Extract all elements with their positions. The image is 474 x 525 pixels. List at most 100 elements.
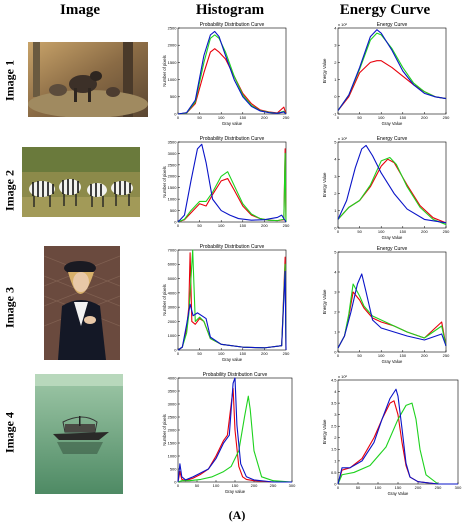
x-axis-label: Gray Value — [382, 235, 403, 240]
x-tick-label: 50 — [197, 351, 202, 356]
series-line-green — [337, 402, 458, 485]
x-tick-label: 150 — [399, 229, 406, 234]
y-tick-label: 1 — [334, 458, 337, 463]
y-tick-label: 2500 — [168, 162, 178, 167]
header-energy-curve: Energy Curve — [339, 2, 431, 18]
y-tick-label: 0 — [334, 349, 337, 354]
x-tick-label: 100 — [218, 351, 225, 356]
plot-frame — [337, 27, 447, 115]
x-tick-label: 100 — [213, 483, 220, 488]
histogram-panel-4: 0 50 100 150 200 250 3000500100015002000250030… — [162, 372, 296, 494]
y-tick-label: 3000 — [168, 305, 178, 310]
plot-frame — [337, 251, 447, 353]
x-tick-label: 200 — [421, 353, 428, 358]
x-tick-label: 200 — [261, 351, 268, 356]
x-tick-label: 100 — [218, 223, 225, 228]
chart-title: Energy Curve — [377, 246, 408, 252]
x-tick-label: 150 — [239, 223, 246, 228]
y-tick-label: 6000 — [168, 262, 178, 267]
series-line-blue — [177, 30, 287, 115]
x-tick-label: 250 — [270, 483, 277, 488]
y-tick-label: 2000 — [168, 43, 178, 48]
y-tick-label: 3 — [334, 289, 337, 294]
x-tick-label: 250 — [283, 351, 290, 356]
photo-boat — [35, 374, 123, 494]
series-line-blue — [177, 270, 287, 351]
x-tick-label: 150 — [232, 483, 239, 488]
y-tick-label: 500 — [170, 466, 177, 471]
y-axis-label: Number of pixels — [162, 284, 167, 315]
y-tick-label: -1 — [333, 111, 337, 116]
y-tick-label: 0 — [334, 225, 337, 230]
series-line-blue — [337, 29, 447, 111]
x-tick-label: 150 — [399, 115, 406, 120]
series-line-green — [177, 152, 287, 223]
series-line-blue — [177, 377, 292, 483]
y-tick-label: 3 — [334, 174, 337, 179]
x-tick-label: 200 — [261, 115, 268, 120]
x-tick-label: 0 — [337, 229, 340, 234]
y-tick-label: 1500 — [168, 60, 178, 65]
x-tick-label: 150 — [239, 351, 246, 356]
y-tick-label: 0.5 — [331, 470, 337, 475]
series-line-green — [337, 283, 447, 349]
x-tick-label: 250 — [283, 115, 290, 120]
row-label-1: Image 1 — [2, 60, 17, 101]
y-tick-label: 1.5 — [331, 447, 337, 452]
series-line-blue — [337, 144, 447, 224]
y-exponent-label: x 10⁶ — [338, 374, 348, 379]
y-tick-label: 5 — [334, 139, 337, 144]
header-image: Image — [60, 2, 100, 18]
energy-panel-2: 0 50 100 150 200 250 0 1 2 3 4 5 Energy Curve Gray Va… — [322, 136, 450, 240]
y-tick-label: 3000 — [168, 401, 178, 406]
x-tick-label: 50 — [195, 483, 200, 488]
photo-zebras — [22, 147, 140, 217]
x-tick-label: 100 — [378, 115, 385, 120]
y-tick-label: 0 — [334, 481, 337, 486]
y-tick-label: 2 — [334, 435, 337, 440]
x-tick-label: 250 — [283, 223, 290, 228]
x-axis-label: Gray Value — [382, 121, 403, 126]
y-tick-label: 3.5 — [331, 401, 337, 406]
x-tick-label: 50 — [357, 353, 362, 358]
y-tick-label: 1 — [334, 208, 337, 213]
y-tick-label: 4 — [334, 25, 337, 30]
y-tick-label: 5000 — [168, 276, 178, 281]
y-tick-label: 2.5 — [331, 424, 337, 429]
y-tick-label: 0 — [174, 219, 177, 224]
x-tick-label: 200 — [261, 223, 268, 228]
energy-panel-4: 0 50 100 150 200 250 300 0 0.5 1 1.5 2 2.5 3 3.5 4 4.5 Gr… — [322, 374, 462, 496]
series-line-blue — [337, 273, 447, 349]
y-tick-label: 0 — [174, 111, 177, 116]
x-tick-label: 250 — [443, 115, 450, 120]
y-tick-label: 2000 — [168, 174, 178, 179]
figure-caption: (A) — [228, 508, 246, 522]
y-axis-label: Number of pixels — [162, 166, 167, 197]
y-axis-label: Energy Value — [322, 172, 327, 198]
y-tick-label: 2 — [334, 191, 337, 196]
x-tick-label: 0 — [177, 351, 180, 356]
y-tick-label: 5 — [334, 249, 337, 254]
x-tick-label: 100 — [218, 115, 225, 120]
y-tick-label: 1000 — [168, 453, 178, 458]
y-tick-label: 4000 — [168, 375, 178, 380]
y-axis-label: Energy Value — [322, 289, 327, 315]
y-tick-label: 2500 — [168, 414, 178, 419]
chart-title: Probability Distribution Curve — [200, 244, 265, 250]
x-tick-label: 50 — [357, 229, 362, 234]
y-tick-label: 500 — [170, 208, 177, 213]
x-tick-label: 300 — [289, 483, 296, 488]
x-tick-label: 50 — [197, 115, 202, 120]
photo-wolves — [28, 42, 148, 117]
histogram-panel-2: 0 50 100 150 200 2500500100015002000250030003… — [162, 136, 290, 228]
x-tick-label: 300 — [455, 485, 462, 490]
x-tick-label: 0 — [177, 483, 180, 488]
series-line-blue — [177, 143, 287, 223]
y-tick-label: 1000 — [168, 333, 178, 338]
x-tick-label: 0 — [337, 115, 340, 120]
y-tick-label: 4 — [334, 389, 337, 394]
y-exponent-label: x 10⁶ — [338, 22, 348, 27]
y-exponent-label: x 10⁶ — [338, 136, 348, 141]
row-label-4: Image 4 — [2, 412, 17, 453]
